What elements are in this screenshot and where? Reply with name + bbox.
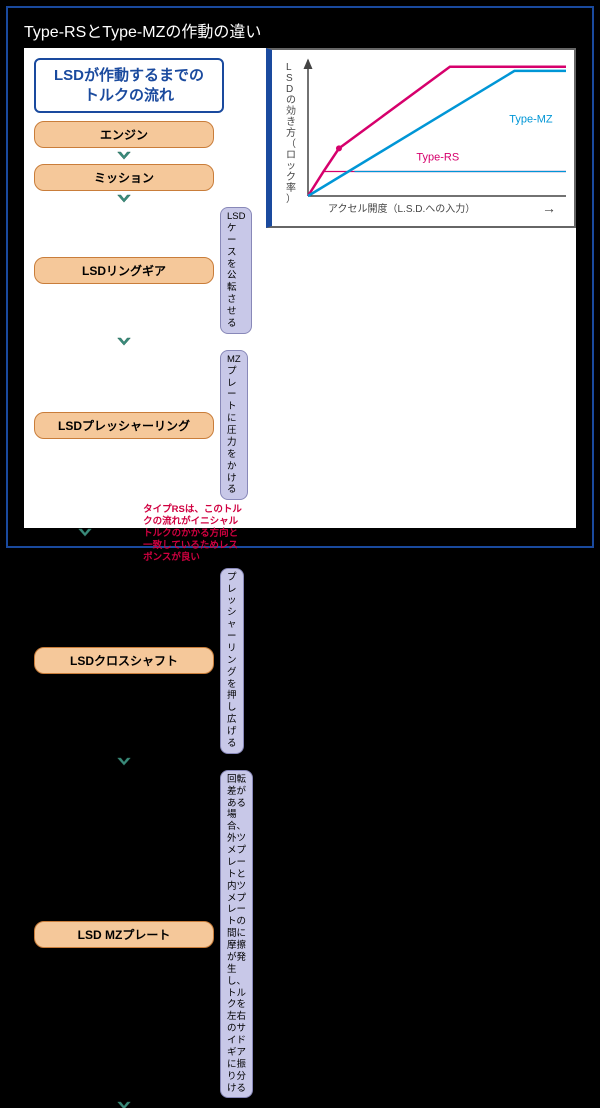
flow-step-desc: プレッシャーリングを押し広げる [220,568,244,754]
flow-step-desc: LSDケースを公転させる [220,207,252,334]
flow-step: LSDプレッシャーリングMZプレートに圧力をかける [34,350,244,501]
svg-text:D: D [286,84,293,95]
svg-text:効: 効 [286,104,296,117]
flow-step: エンジン [34,121,244,148]
svg-text:ク: ク [286,171,296,183]
flow-title-line1: LSDが作動するまでの [54,67,204,84]
x-arrow-icon: → [542,200,556,216]
flow-step-box: LSDプレッシャーリング [34,412,214,439]
flow-step-box: ミッション [34,164,214,191]
flow-arrow-icon [34,150,214,164]
flow-arrow-icon [34,756,214,770]
svg-text:き: き [286,116,296,128]
x-axis-label: アクセル開度（L.S.D.への入力） [328,202,475,215]
flow-step-box: エンジン [34,121,214,148]
svg-text:）: ） [286,193,296,205]
flowchart: LSDが作動するまでの トルクの流れ エンジンミッション LSDリングギアLSDケ… [34,58,244,1108]
flow-step: LSD MZプレート回転差がある場合、外ツメプレートと内ツメプレートの間に摩擦が… [34,770,244,1099]
flow-step-box: LSD MZプレート [34,921,214,948]
svg-text:ッ: ッ [286,161,296,172]
flow-step-box: LSDリングギア [34,257,214,284]
svg-text:L: L [286,62,292,73]
content-area: LSDが作動するまでの トルクの流れ エンジンミッション LSDリングギアLSDケ… [24,48,576,528]
flow-arrow-icon [34,193,214,207]
svg-text:S: S [286,73,293,84]
flow-title-line2: トルクの流れ [84,87,174,104]
flow-title: LSDが作動するまでの トルクの流れ [34,58,224,113]
flow-step: ミッション [34,164,244,191]
series-label: Type-RS [416,152,459,164]
flow-arrow-icon [34,527,135,541]
flow-arrow-icon [34,1100,214,1108]
flow-step-box: LSDクロスシャフト [34,647,214,674]
series-label: Type-MZ [509,114,553,126]
flow-step: LSDクロスシャフトプレッシャーリングを押し広げる [34,568,244,754]
flow-arrow-icon [34,336,214,350]
svg-text:ロ: ロ [286,150,296,161]
svg-text:（: （ [286,138,296,150]
svg-text:方: 方 [286,126,296,139]
svg-text:率: 率 [286,181,296,194]
flow-step: LSDリングギアLSDケースを公転させる [34,207,244,334]
page-title: Type-RSとType-MZの作動の違い [8,8,592,48]
comparison-chart: Type-RS Type-MZ LSDの効き方（ロック率） アクセル開度（L.S.D.… [266,48,576,228]
flow-step-desc: MZプレートに圧力をかける [220,350,248,501]
svg-text:の: の [286,95,296,106]
flow-note: タイプRSは、このトルクの流れがイニシャルトルクのかかる方向と一致しているためレ… [141,502,244,565]
flow-step-desc: 回転差がある場合、外ツメプレートと内ツメプレートの間に摩擦が発生し、トルクを左右… [220,770,253,1099]
